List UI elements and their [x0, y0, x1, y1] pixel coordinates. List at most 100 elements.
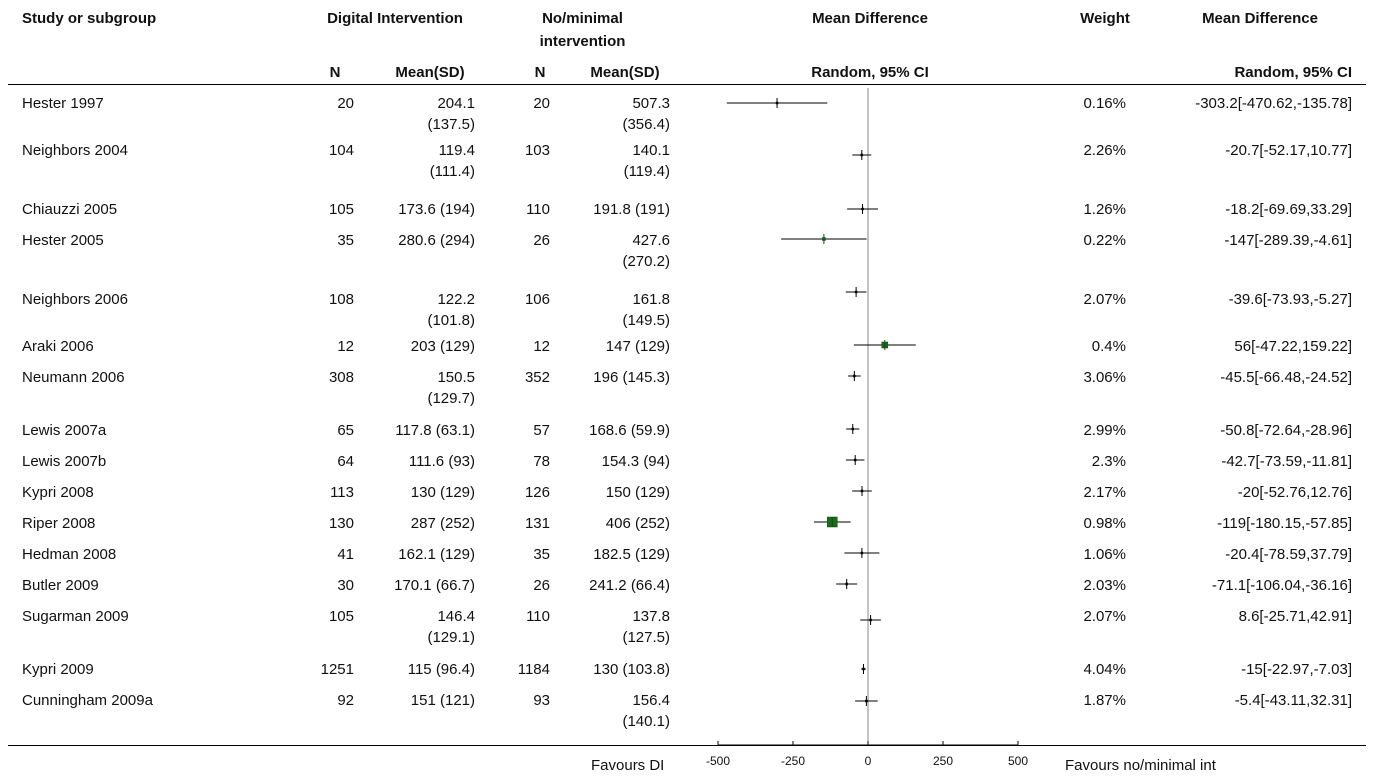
row-study: Lewis 2007a [22, 422, 107, 439]
row-n2: 35 [533, 546, 550, 563]
row-weight: 3.06% [1083, 369, 1126, 386]
header-mean-difference-2: Mean Difference [1202, 10, 1318, 27]
row-n1: 113 [330, 484, 354, 501]
x-tick-label: 0 [864, 754, 872, 768]
row-ci: -50.8[-72.64,-28.96] [1220, 422, 1352, 439]
row-n1: 308 [328, 369, 354, 386]
row-n2: 110 [526, 201, 550, 218]
row-study: Riper 2008 [22, 515, 96, 532]
x-tick-label: 500 [1007, 754, 1029, 768]
row-n2: 1184 [517, 661, 550, 678]
row-n1: 30 [337, 577, 354, 594]
row-n1: 12 [337, 338, 354, 355]
row-mean-sd-2: 241.2 (66.4) [589, 577, 670, 594]
row-n1: 64 [337, 453, 354, 470]
row-n1: 92 [337, 692, 354, 709]
row-mean-sd-1: 204.1 [437, 95, 475, 112]
row-ci: -119[-180.15,-57.85] [1217, 515, 1352, 532]
x-tick-label: -250 [780, 754, 806, 768]
row-study: Neumann 2006 [22, 369, 125, 386]
row-mean-sd-1: 150.5 [437, 369, 475, 386]
header-no-minimal-line1: No/minimal [542, 10, 623, 27]
row-n1: 130 [328, 515, 354, 532]
row-mean-sd-1: 119.4 [438, 142, 475, 159]
row-weight: 4.04% [1083, 661, 1126, 678]
row-ci: -18.2[-69.69,33.29] [1225, 201, 1352, 218]
row-weight: 0.4% [1091, 338, 1126, 355]
row-ci: -42.7[-73.59,-11.81] [1221, 453, 1352, 470]
row-study: Hester 2005 [22, 232, 104, 249]
row-n2: 26 [533, 232, 550, 249]
row-mean-sd-1: 146.4 [437, 608, 475, 625]
row-study: Sugarman 2009 [22, 608, 129, 625]
row-mean-sd-2-line2: (127.5) [622, 629, 670, 646]
row-weight: 2.99% [1083, 422, 1126, 439]
header-divider [8, 84, 1366, 85]
row-ci: -15[-22.97,-7.03] [1241, 661, 1352, 678]
footer-divider [8, 745, 1366, 746]
row-study: Cunningham 2009a [22, 692, 153, 709]
row-weight: 2.03% [1083, 577, 1126, 594]
row-study: Hedman 2008 [22, 546, 117, 563]
row-ci: 56[-47.22,159.22] [1234, 338, 1352, 355]
header-mean-difference: Mean Difference [812, 10, 928, 27]
row-mean-sd-2-line2: (270.2) [622, 253, 670, 270]
row-mean-sd-2-line2: (149.5) [622, 312, 670, 329]
row-ci: -39.6[-73.93,-5.27] [1228, 291, 1352, 308]
row-mean-sd-1: 162.1 (129) [398, 546, 475, 563]
row-mean-sd-1-line2: (101.8) [427, 312, 475, 329]
row-mean-sd-1: 173.6 (194) [398, 201, 475, 218]
row-weight: 0.22% [1083, 232, 1126, 249]
row-weight: 2.3% [1091, 453, 1126, 470]
row-n2: 110 [526, 608, 550, 625]
row-study: Butler 2009 [22, 577, 99, 594]
row-study: Kypri 2008 [22, 484, 94, 501]
row-ci: -303.2[-470.62,-135.78] [1195, 95, 1352, 112]
header-random-ci: Random, 95% CI [811, 64, 929, 81]
row-n1: 65 [337, 422, 354, 439]
header-random-ci-2: Random, 95% CI [1234, 64, 1352, 81]
row-mean-sd-2-line2: (140.1) [622, 713, 670, 730]
row-mean-sd-2: 140.1 [632, 142, 670, 159]
header-weight: Weight [1080, 10, 1130, 27]
row-n1: 35 [337, 232, 354, 249]
x-tick-label: 250 [932, 754, 954, 768]
row-mean-sd-1: 111.6 (93) [408, 453, 475, 470]
row-mean-sd-2-line2: (119.4) [623, 163, 670, 180]
row-mean-sd-2: 154.3 (94) [601, 453, 670, 470]
row-n2: 131 [524, 515, 550, 532]
row-mean-sd-2: 147 (129) [605, 338, 670, 355]
row-ci: -20.4[-78.59,37.79] [1225, 546, 1352, 563]
row-mean-sd-1: 115 (96.4) [407, 661, 475, 678]
row-weight: 2.07% [1083, 291, 1126, 308]
row-mean-sd-1: 151 (121) [410, 692, 475, 709]
row-mean-sd-1: 280.6 (294) [398, 232, 475, 249]
row-n2: 12 [533, 338, 550, 355]
row-n2: 93 [533, 692, 550, 709]
row-n1: 105 [328, 608, 354, 625]
row-study: Chiauzzi 2005 [22, 201, 118, 218]
row-mean-sd-1-line2: (111.4) [429, 163, 475, 180]
row-ci: -147[-289.39,-4.61] [1224, 232, 1352, 249]
row-n2: 106 [524, 291, 550, 308]
row-n2: 103 [524, 142, 550, 159]
header-n1: N [329, 64, 341, 81]
row-weight: 1.06% [1083, 546, 1126, 563]
row-ci: -20.7[-52.17,10.77] [1225, 142, 1352, 159]
row-n1: 41 [337, 546, 354, 563]
row-n2: 57 [533, 422, 550, 439]
row-weight: 2.17% [1083, 484, 1126, 501]
row-ci: -45.5[-66.48,-24.52] [1220, 369, 1352, 386]
row-study: Araki 2006 [22, 338, 94, 355]
row-mean-sd-2: 196 (145.3) [593, 369, 670, 386]
row-n1: 104 [328, 142, 354, 159]
row-mean-sd-1-line2: (137.5) [427, 116, 475, 133]
row-mean-sd-2-line2: (356.4) [622, 116, 670, 133]
row-n1: 105 [328, 201, 354, 218]
row-n2: 126 [524, 484, 550, 501]
row-mean-sd-2: 137.8 [632, 608, 670, 625]
row-mean-sd-2: 507.3 [632, 95, 670, 112]
row-n1: 20 [337, 95, 354, 112]
row-mean-sd-1-line2: (129.1) [427, 629, 475, 646]
